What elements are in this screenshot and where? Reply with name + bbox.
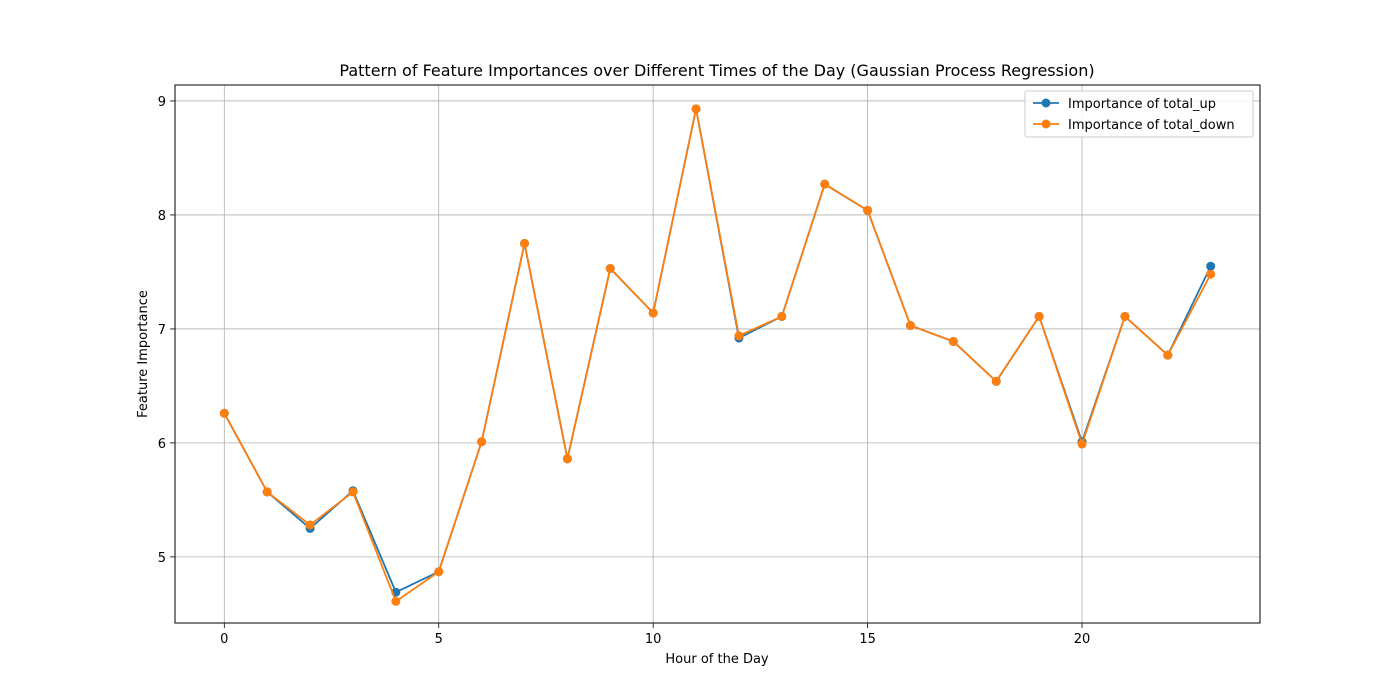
- x-axis-label: Hour of the Day: [665, 652, 769, 667]
- y-tick-label: 7: [158, 323, 166, 338]
- data-point-importance-of-total-down: [905, 321, 915, 331]
- data-point-importance-of-total-down: [348, 487, 358, 497]
- data-point-importance-of-total-down: [520, 238, 530, 248]
- plot-frame: [174, 84, 1261, 624]
- series-importance-of-total-down: [219, 104, 1216, 606]
- data-point-importance-of-total-down: [391, 596, 401, 606]
- series-line-importance-of-total-down: [223, 108, 1212, 603]
- data-point-importance-of-total-down: [863, 205, 873, 215]
- data-point-importance-of-total-down: [605, 264, 615, 274]
- chart-title: Pattern of Feature Importances over Diff…: [339, 61, 1094, 80]
- data-point-importance-of-total-down: [734, 331, 744, 341]
- data-point-importance-of-total-down: [477, 437, 487, 447]
- data-point-importance-of-total-down: [1120, 311, 1130, 321]
- data-point-importance-of-total-down: [991, 376, 1001, 386]
- data-point-importance-of-total-down: [948, 336, 958, 346]
- data-point-importance-of-total-down: [1077, 439, 1087, 449]
- legend-label-total-up: Importance of total_up: [1068, 97, 1216, 112]
- data-point-importance-of-total-down: [305, 520, 315, 530]
- y-tick-label: 5: [158, 551, 166, 566]
- legend-label-total-down: Importance of total_down: [1068, 118, 1235, 133]
- data-point-importance-of-total-down: [820, 179, 830, 189]
- legend-marker-total-up: [1041, 98, 1051, 108]
- data-point-importance-of-total-down: [219, 408, 229, 418]
- legend-marker-total-down: [1041, 119, 1051, 129]
- data-point-importance-of-total-down: [562, 454, 572, 464]
- data-point-importance-of-total-up: [1206, 261, 1216, 271]
- series-line-importance-of-total-up: [223, 108, 1212, 594]
- axis-ticks: 0 5 10 15 20 5 6 7 8 9: [158, 95, 1091, 647]
- data-point-importance-of-total-down: [1163, 350, 1173, 360]
- data-point-importance-of-total-down: [262, 487, 272, 497]
- y-tick-label: 8: [158, 209, 166, 224]
- data-point-importance-of-total-down: [1206, 269, 1216, 279]
- x-tick-label: 20: [1074, 632, 1091, 647]
- x-tick-label: 10: [645, 632, 662, 647]
- data-point-importance-of-total-down: [691, 104, 701, 114]
- legend-box: [1024, 90, 1254, 138]
- y-axis-label: Feature Importance: [136, 290, 151, 418]
- series-group: [219, 104, 1216, 606]
- y-tick-label: 6: [158, 437, 166, 452]
- legend: Importance of total_up Importance of tot…: [1024, 90, 1254, 138]
- series-importance-of-total-up: [219, 104, 1216, 597]
- x-tick-label: 15: [859, 632, 876, 647]
- data-point-importance-of-total-down: [1034, 311, 1044, 321]
- data-point-importance-of-total-down: [648, 308, 658, 318]
- data-point-importance-of-total-down: [434, 567, 444, 577]
- x-tick-label: 0: [220, 632, 228, 647]
- y-tick-label: 9: [158, 95, 166, 110]
- data-point-importance-of-total-down: [777, 311, 787, 321]
- x-tick-label: 5: [435, 632, 443, 647]
- grid-lines: [175, 85, 1260, 623]
